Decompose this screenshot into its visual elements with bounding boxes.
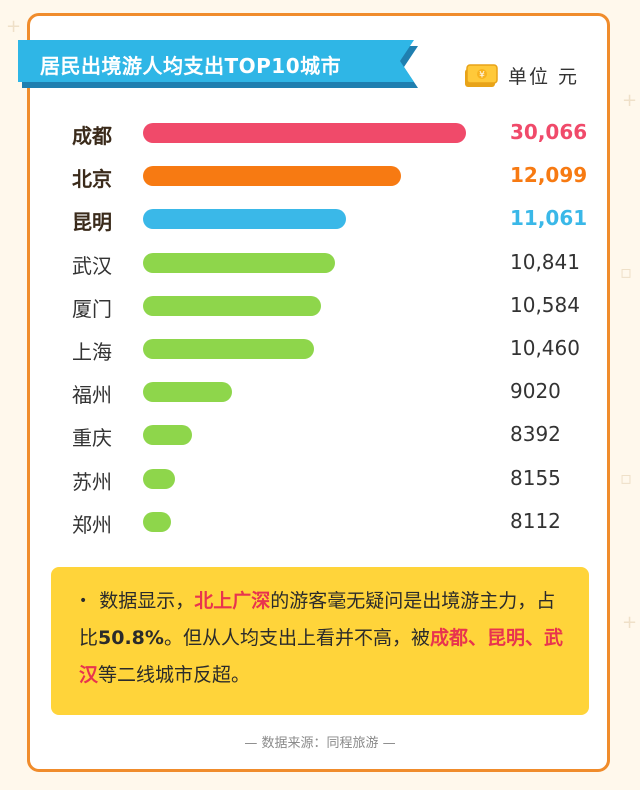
category-label: 北京 <box>72 167 112 192</box>
value-label: 12,099 <box>510 163 588 188</box>
unit-indicator: ¥ 单位 元 <box>464 62 579 89</box>
note-text-2: 的游客毫无疑问是出境游主力，占比 <box>79 590 556 649</box>
value-label: 8155 <box>510 465 561 490</box>
category-label: 福州 <box>72 383 112 408</box>
value-label: 10,584 <box>510 292 580 317</box>
note-box: • 数据显示，北上广深的游客毫无疑问是出境游主力，占比50.8%。但从人均支出上看… <box>51 567 589 715</box>
decorative-plus: + <box>6 16 22 37</box>
decorative-square: ▫ <box>620 262 633 283</box>
category-label: 厦门 <box>72 296 112 321</box>
banner-shape <box>18 40 418 88</box>
bar <box>143 382 232 403</box>
bar <box>143 339 314 359</box>
money-icon: ¥ <box>465 63 498 87</box>
category-label: 上海 <box>72 340 112 364</box>
note-highlight-cities: 北上广深 <box>194 590 271 612</box>
note-percentage: 50.8% <box>98 627 164 649</box>
category-label: 昆明 <box>72 210 112 235</box>
decorative-plus: + <box>622 612 638 633</box>
category-label: 成都 <box>72 124 112 148</box>
value-label: 9020 <box>510 379 561 404</box>
value-label: 30,066 <box>510 120 588 144</box>
value-label: 8392 <box>510 422 561 447</box>
bar <box>143 166 401 187</box>
category-label: 郑州 <box>72 512 112 537</box>
value-label: 10,841 <box>510 249 580 274</box>
bar <box>143 209 346 230</box>
bar <box>143 295 321 316</box>
note-text-3: 。但从人均支出上看并不高，被 <box>163 627 430 649</box>
value-label: 10,460 <box>510 336 580 360</box>
decorative-square: ▫ <box>620 468 633 489</box>
bar <box>143 511 171 532</box>
unit-label: 单位 元 <box>508 66 580 88</box>
category-label: 重庆 <box>72 426 112 451</box>
decorative-plus: + <box>622 90 638 111</box>
category-label: 武汉 <box>72 253 112 278</box>
bar <box>143 425 192 446</box>
value-label: 11,061 <box>510 206 588 231</box>
svg-text:¥: ¥ <box>479 70 485 80</box>
category-label: 苏州 <box>72 469 112 494</box>
title-banner: 居民出境游人均支出TOP10城市 <box>18 40 422 88</box>
note-text-4: 等二线城市反超。 <box>98 664 251 686</box>
chart-title: 居民出境游人均支出TOP10城市 <box>40 54 342 78</box>
bar <box>143 468 175 489</box>
note-text-1: 数据显示， <box>99 590 195 612</box>
value-label: 8112 <box>510 508 561 533</box>
data-source: — 数据来源：同程旅游 — <box>244 736 396 751</box>
bar <box>143 123 466 143</box>
note-highlight-second-tier: 成都、昆明、武汉 <box>79 627 563 686</box>
bar <box>143 252 335 273</box>
bar-chart: 成都 30,066 北京 12,099 昆明 11,061 武汉 10,841 厦门 10,584… <box>72 120 588 537</box>
note-bullet: • <box>79 593 88 609</box>
